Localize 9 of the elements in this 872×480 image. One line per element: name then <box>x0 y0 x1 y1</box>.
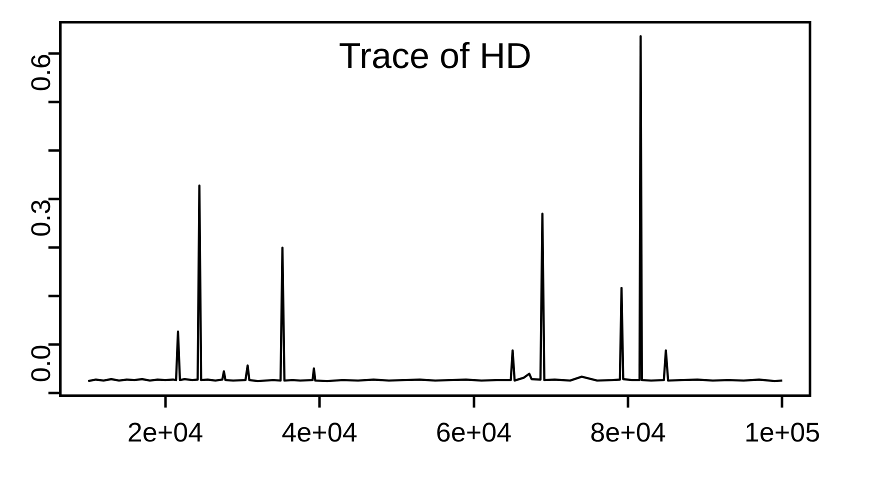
x-tick-label: 1e+05 <box>744 417 820 448</box>
x-tick-label: 4e+04 <box>282 417 358 448</box>
y-tick-label: 0.3 <box>26 199 56 237</box>
y-tick-label: 0.0 <box>26 344 56 382</box>
y-tick-label: 0.6 <box>26 54 56 92</box>
x-tick-label: 8e+04 <box>590 417 666 448</box>
x-tick-label: 6e+04 <box>436 417 512 448</box>
chart-title: Trace of HD <box>338 35 532 76</box>
x-tick-label: 2e+04 <box>127 417 204 448</box>
